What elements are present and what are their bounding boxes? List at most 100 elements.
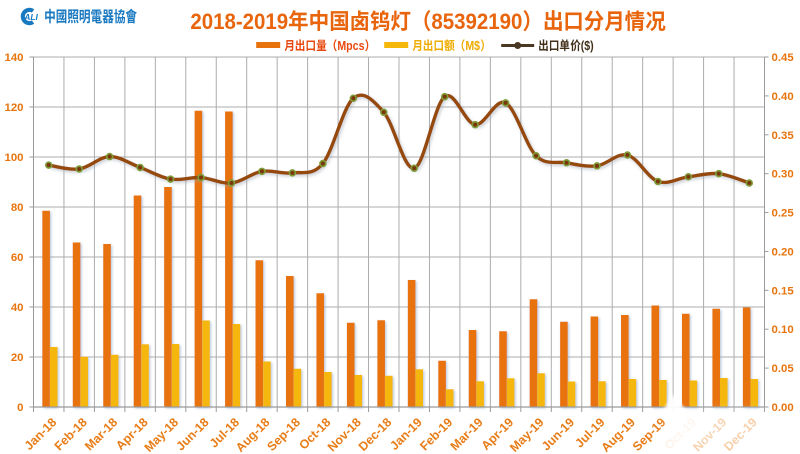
bar-volume [651, 305, 660, 407]
x-tick-label: Dec-18 [356, 415, 395, 454]
legend-label: 月出口额（M$） [412, 35, 491, 54]
bar-volume [255, 260, 264, 407]
white-fade-wedge [658, 394, 692, 418]
bar-value [202, 320, 210, 407]
bar-volume [681, 313, 690, 407]
unit-price-marker [684, 173, 693, 181]
legend-item-1: 月出口额（M$） [384, 35, 504, 54]
y-right-tick-label: 0.15 [772, 285, 795, 297]
y-left-tick-label: 60 [11, 252, 24, 264]
bar-value [445, 389, 454, 407]
unit-price-marker [227, 179, 236, 187]
unit-price-marker [501, 99, 510, 107]
bar-value [537, 373, 545, 407]
bar-value [80, 356, 88, 407]
bar-value [171, 344, 180, 407]
y-right-tick-label: 0.20 [772, 246, 794, 258]
y-right-tick-label: 0.10 [772, 324, 794, 336]
x-tick-label: Jan-19 [387, 415, 425, 453]
bar-volume [407, 280, 416, 407]
axes [29, 56, 769, 412]
x-tick-label: Jun-19 [539, 415, 577, 453]
bar-value [689, 380, 698, 407]
unit-price-marker [471, 120, 479, 129]
unit-price-marker [380, 108, 388, 116]
bar-volume [590, 316, 599, 407]
unit-price-marker [593, 162, 601, 170]
x-tick-label: Mar-18 [82, 415, 120, 453]
x-tick-label: Aug-19 [598, 415, 638, 454]
unit-price-marker [166, 175, 175, 183]
bar-value [415, 369, 424, 407]
bar-volume [377, 320, 385, 407]
y-right-tick-label: 0.30 [772, 169, 794, 181]
bar-volume [742, 307, 751, 407]
y-right-tick-label: 0.40 [772, 91, 794, 103]
unit-price-marker [654, 177, 662, 186]
bar-volume [133, 195, 142, 407]
bar-volume [529, 299, 538, 407]
bar-volume [194, 110, 203, 407]
unit-price-marker [715, 169, 723, 178]
bar-value [263, 361, 271, 407]
bar-volume [103, 244, 111, 407]
y-left-tick-label: 80 [11, 202, 24, 214]
y-left-tick-label: 140 [4, 52, 23, 64]
unit-price-marker [288, 169, 297, 177]
x-tick-label: Mar-19 [448, 415, 486, 453]
legend: 月出口量（Mpcs） 月出口额（M$） 出口单价($) [256, 35, 604, 54]
y-right-tick-label: 0.05 [772, 363, 795, 375]
y-left-tick-label: 100 [4, 152, 23, 164]
unit-price-marker [44, 161, 53, 169]
bars-volume [42, 110, 751, 407]
bar-value [49, 347, 58, 407]
unit-price-marker [258, 167, 266, 176]
bar-volume [285, 276, 294, 407]
x-tick-label: Dec-19 [721, 415, 760, 454]
y-left-tick-label: 20 [11, 352, 24, 364]
bar-volume [499, 331, 507, 407]
bar-volume [72, 242, 81, 407]
y-left-tick-label: 0 [17, 402, 23, 414]
logo-abbr: ALI [23, 12, 38, 22]
x-tick-label: Jan-18 [22, 415, 60, 453]
line-unit-price [44, 92, 754, 187]
bar-value [567, 381, 576, 407]
legend-item-0: 月出口量（Mpcs） [256, 35, 391, 54]
unit-price-marker [136, 163, 144, 172]
legend-swatch-bar [384, 41, 409, 48]
y-left-tick-label: 40 [11, 302, 24, 314]
bar-volume [560, 321, 568, 407]
bar-volume [468, 330, 477, 407]
x-tick-label: May-19 [507, 415, 547, 454]
y-axis-right-labels: 0.00 0.05 0.10 0.15 0.20 0.25 0.30 0.35 0.40 0.45 [772, 52, 795, 414]
y-axis-left-labels: 0 20 40 60 80 100 120 140 [4, 52, 23, 414]
bar-volume [438, 360, 446, 407]
x-tick-label: Nov-18 [325, 415, 364, 454]
bar-value [293, 368, 302, 407]
y-right-tick-label: 0.25 [772, 208, 795, 220]
legend-label: 出口单价($) [538, 35, 595, 54]
bar-volume [712, 308, 721, 407]
logo-text: 中國照明電器協會 [44, 5, 138, 27]
logo: ALI 中國照明電器協會 [18, 5, 168, 27]
bar-volume [316, 293, 325, 407]
bar-value [628, 379, 637, 407]
bar-volume [621, 315, 629, 407]
bar-value [750, 379, 759, 407]
unit-price-marker [745, 179, 754, 187]
y-right-tick-label: 0.00 [772, 402, 794, 414]
x-tick-label: Aug-18 [233, 415, 273, 454]
unit-price-marker [623, 151, 632, 159]
legend-swatch-bar [256, 41, 281, 48]
bar-value [110, 354, 119, 407]
bar-value [598, 381, 606, 407]
x-tick-label: May-18 [142, 415, 182, 454]
bar-value [324, 372, 332, 407]
unit-price-marker [319, 159, 327, 168]
unit-price-marker [197, 173, 205, 182]
unit-price-marker [562, 159, 571, 167]
bars-value [49, 320, 759, 407]
